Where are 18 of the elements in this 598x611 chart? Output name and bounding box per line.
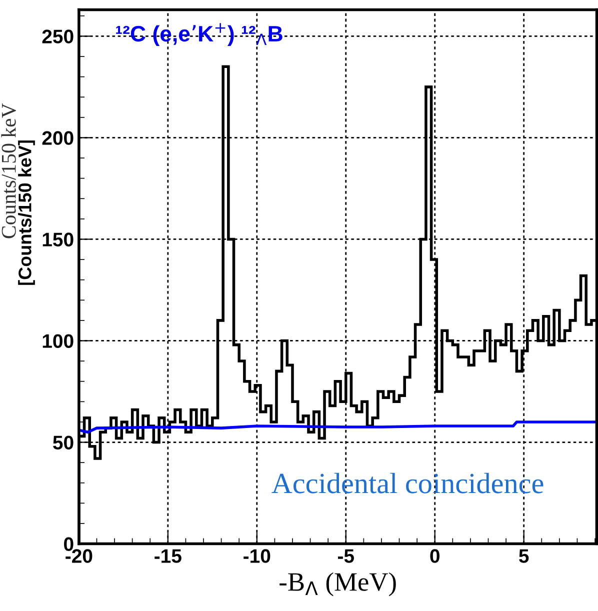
text: ¹²C (e,e’K$^{+}$) ¹²$_{Λ}$B: [116, 23, 282, 46]
y-tick-label: 50: [53, 436, 74, 450]
y-tick-label: 0: [64, 537, 74, 552]
text: Counts/150 keV: [1, 103, 16, 238]
x-tick-label: -10: [244, 549, 270, 563]
x-axis-title: -B$_{Λ}$ (MeV): [280, 572, 396, 596]
x-tick-label: 5: [519, 549, 529, 563]
line-series: [78, 420, 597, 434]
y-tick-label: 250: [42, 30, 74, 44]
x-tick-label: -15: [154, 549, 182, 563]
annotation: Accidental coincidence: [272, 472, 544, 494]
y-tick-label: 150: [42, 232, 74, 246]
x-tick-label: 0: [430, 549, 440, 563]
y-axis-title: [Counts/150 keV]: [18, 140, 35, 285]
y-tick-label: 200: [42, 131, 74, 145]
y-tick-label: 100: [42, 334, 74, 348]
x-tick-label: -5: [338, 549, 354, 563]
x-tick-label: -20: [66, 549, 92, 563]
